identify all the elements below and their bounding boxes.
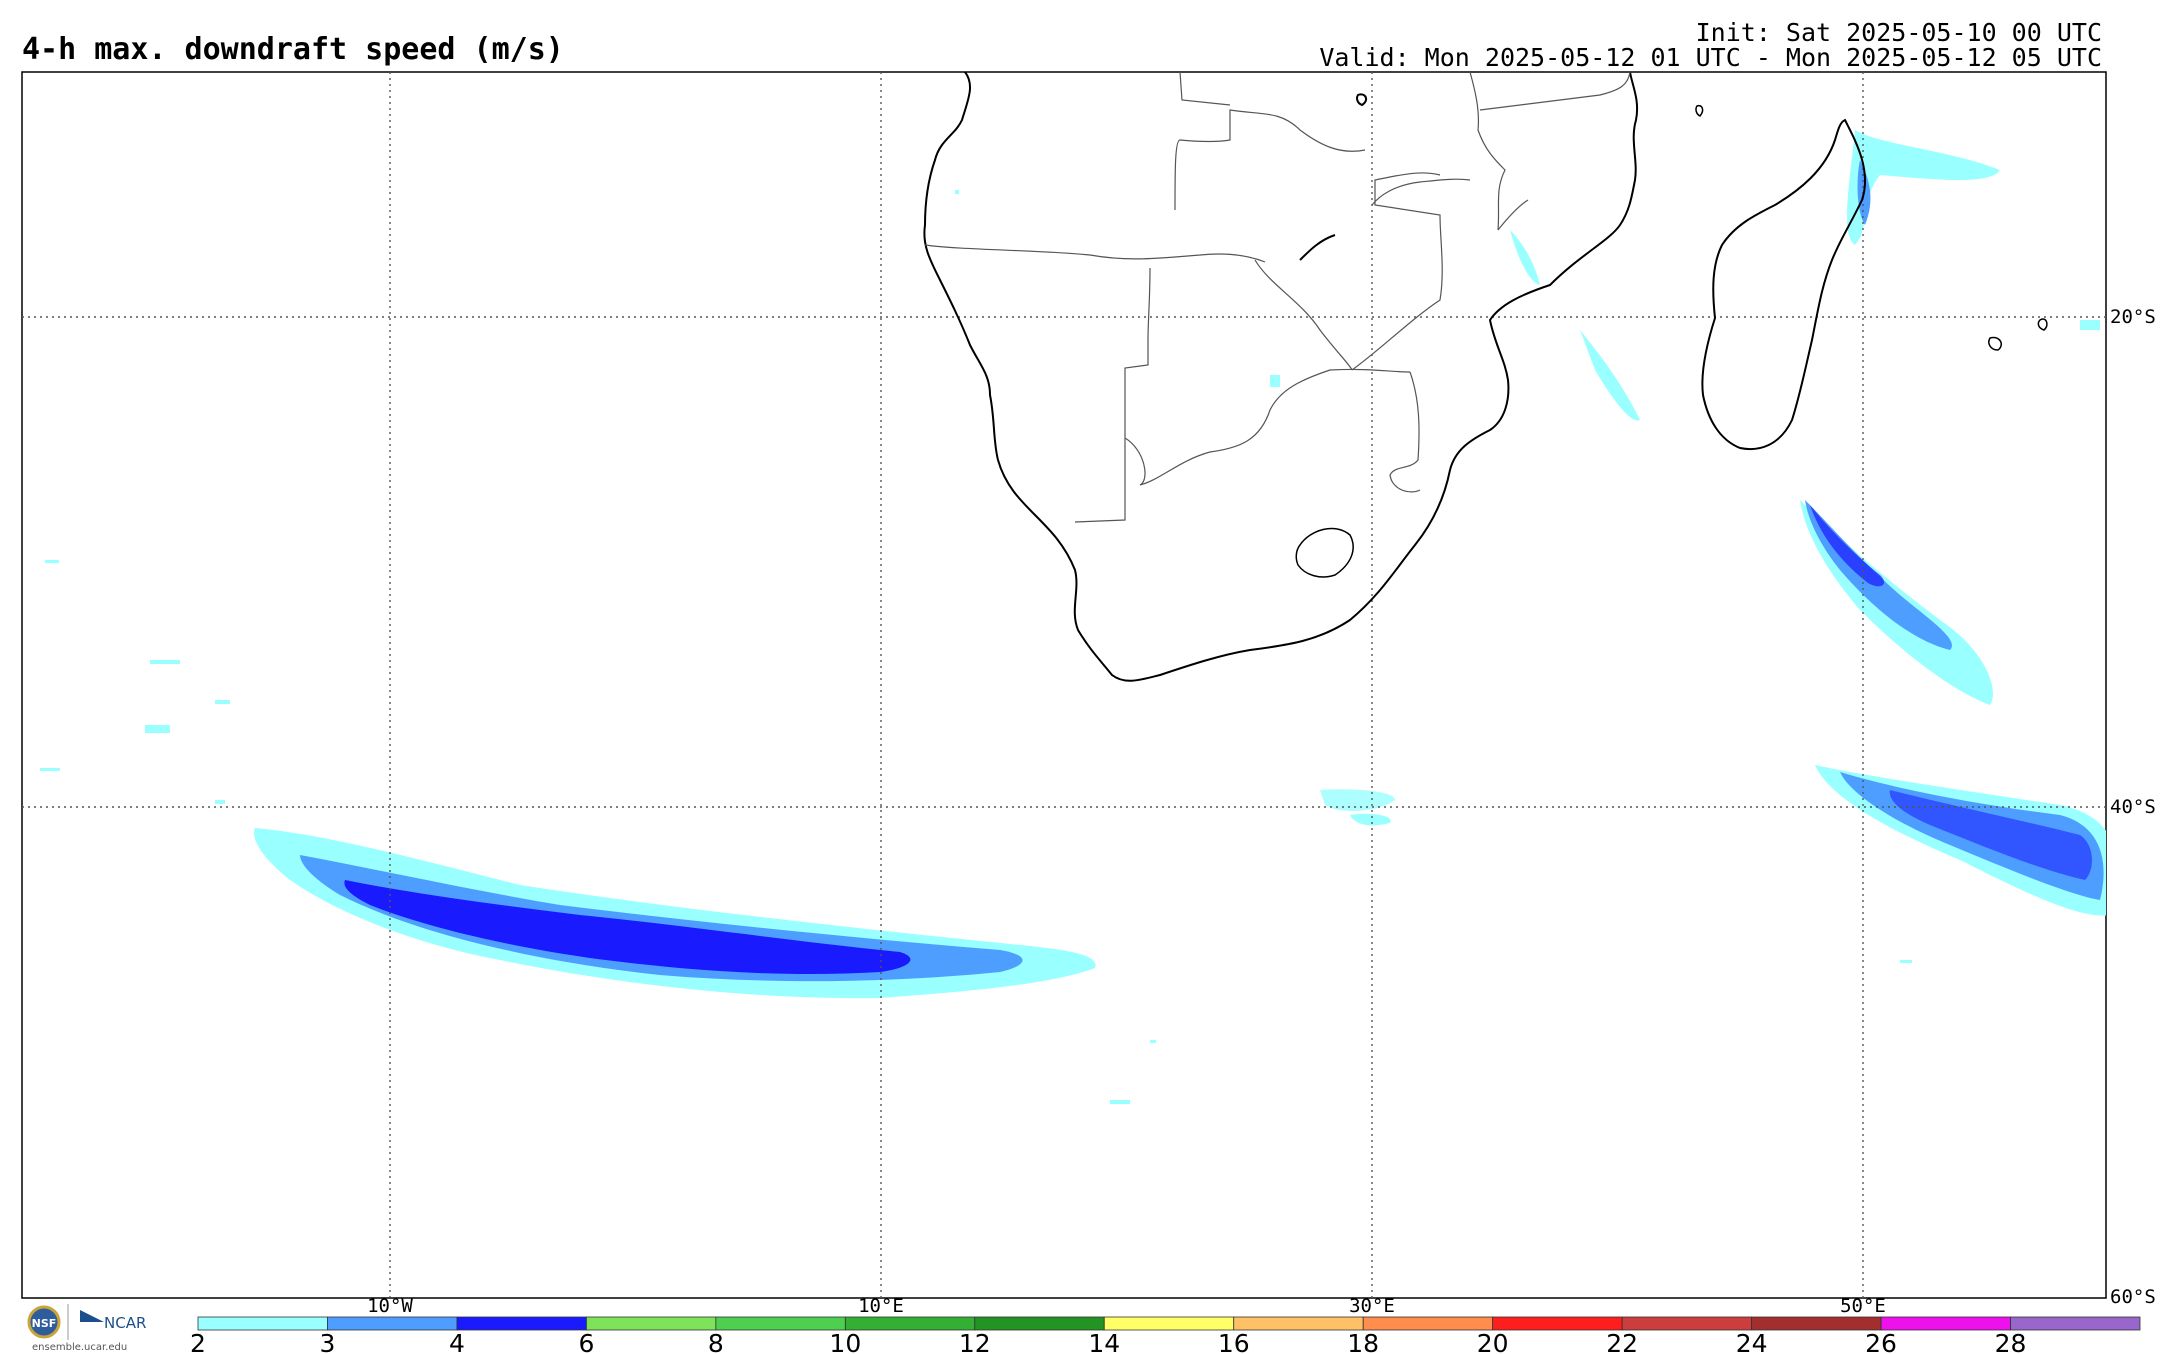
colorbar-swatch	[197, 1316, 328, 1331]
colorbar-swatch	[1492, 1316, 1623, 1331]
ncar-mark-icon	[80, 1310, 104, 1322]
colorbar-swatch	[974, 1316, 1105, 1331]
colorbar-tick-label: 3	[320, 1329, 336, 1354]
reunion-island	[1988, 336, 2002, 351]
colorbar-tick-label: 28	[1995, 1329, 2027, 1354]
footer-url: ensemble.ucar.edu	[32, 1342, 127, 1353]
nsf-seal-icon	[27, 1305, 61, 1339]
valid-time: Valid: Mon 2025-05-12 01 UTC - Mon 2025-…	[1319, 43, 2102, 72]
colorbar-swatch	[715, 1316, 846, 1331]
lon-label-30e: 30°E	[1349, 1295, 1395, 1317]
lake-kariba	[1299, 234, 1336, 261]
map-frame	[21, 71, 2107, 1299]
colorbar-swatch	[327, 1316, 458, 1331]
ncar-logo: NSF NCAR ensemble.ucar.edu	[27, 1304, 146, 1353]
colorbar-tick-label: 24	[1736, 1329, 1768, 1354]
colorbar-swatch	[1621, 1316, 1752, 1331]
init-time: Init: Sat 2025-05-10 00 UTC	[1695, 18, 2102, 47]
colorbar-swatch	[844, 1316, 976, 1331]
comoros-island	[1695, 104, 1704, 117]
colorbar-swatch	[1751, 1316, 1882, 1331]
colorbar-swatch	[1362, 1316, 1494, 1331]
africa-coastline	[923, 72, 1639, 682]
colorbar-tick-label: 26	[1865, 1329, 1897, 1354]
colorbar-tick-label: 22	[1606, 1329, 1638, 1354]
colorbar: 2 3 4 6 8 10 12 14 16 18 20 22 24 26 28	[190, 1316, 2141, 1354]
country-borders	[924, 72, 1631, 523]
colorbar-swatch	[2010, 1316, 2141, 1331]
lake-victoria-fragment	[1356, 93, 1368, 107]
downdraft-speckles	[40, 190, 2100, 1104]
colorbar-tick-label: 16	[1218, 1329, 1250, 1354]
colorbar-tick-label: 6	[578, 1329, 594, 1354]
colorbar-swatch	[456, 1316, 587, 1331]
colorbar-tick-label: 20	[1477, 1329, 1509, 1354]
lat-label-40s: 40°S	[2110, 796, 2156, 818]
colorbar-tick-label: 10	[829, 1329, 861, 1354]
colorbar-swatch	[586, 1316, 717, 1331]
lon-label-10w: 10°W	[367, 1295, 413, 1317]
madagascar-outline	[1701, 118, 1867, 450]
lon-label-10e: 10°E	[858, 1295, 904, 1317]
colorbar-tick-label: 4	[449, 1329, 465, 1354]
ncar-logo-text: NCAR	[104, 1314, 146, 1332]
colorbar-swatch	[1880, 1316, 2011, 1331]
colorbar-tick-label: 18	[1347, 1329, 1379, 1354]
nsf-seal-text: NSF	[32, 1317, 57, 1330]
lat-label-60s: 60°S	[2110, 1286, 2156, 1308]
colorbar-tick-label: 14	[1088, 1329, 1120, 1354]
lon-label-50e: 50°E	[1840, 1295, 1886, 1317]
gridlines	[22, 72, 2106, 1298]
colorbar-swatch	[1103, 1316, 1235, 1331]
downdraft-field-indian	[1320, 130, 2106, 916]
colorbar-tick-label: 12	[959, 1329, 991, 1354]
colorbar-tick-label: 8	[708, 1329, 724, 1354]
lesotho-outline	[1295, 527, 1354, 578]
colorbar-swatch	[1233, 1316, 1364, 1331]
mauritius-island	[2037, 318, 2048, 331]
lat-label-20s: 20°S	[2110, 306, 2156, 328]
colorbar-tick-label: 2	[190, 1329, 206, 1354]
map-title: 4-h max. downdraft speed (m/s)	[22, 32, 564, 67]
downdraft-field-atlantic	[254, 828, 1096, 999]
